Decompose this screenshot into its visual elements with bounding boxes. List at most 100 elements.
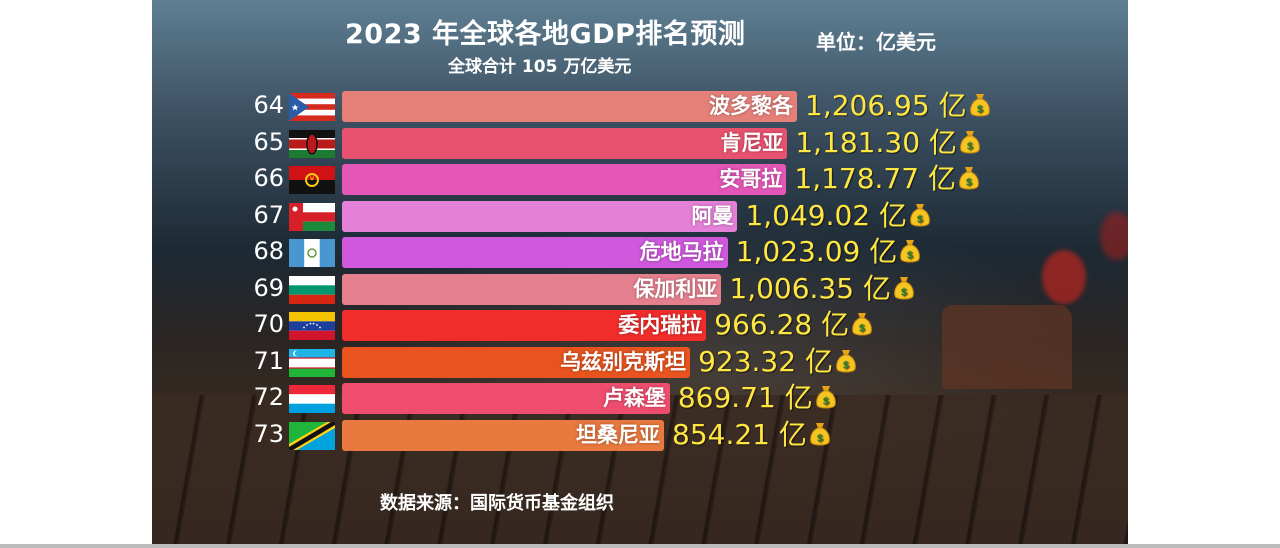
value-suffix: 亿 xyxy=(812,308,850,341)
value-label: 923.32 亿 $ xyxy=(698,344,857,378)
svg-text:$: $ xyxy=(822,396,829,407)
category-label: 委内瑞拉 xyxy=(618,313,703,337)
wood-floor-background xyxy=(152,395,1128,548)
rank-label: 69 xyxy=(253,273,284,302)
rank-label: 72 xyxy=(253,383,284,411)
svg-text:$: $ xyxy=(965,177,972,188)
value-label: 966.28 亿 $ xyxy=(714,309,873,341)
value-number: 1,206.95 xyxy=(805,89,930,122)
svg-text:$: $ xyxy=(816,433,823,444)
rank-label: 66 xyxy=(253,164,284,192)
background-light xyxy=(1100,212,1128,260)
category-label: 安哥拉 xyxy=(719,167,783,191)
money-bag-icon: $ xyxy=(835,347,857,375)
bar: 保加利亚 xyxy=(342,273,722,305)
value-suffix: 亿 xyxy=(929,89,967,122)
angola-flag-icon xyxy=(289,166,335,194)
category-label: 乌兹别克斯坦 xyxy=(560,349,687,374)
value-number: 1,006.35 xyxy=(729,271,855,305)
value-suffix: 亿 xyxy=(860,235,898,268)
svg-text:$: $ xyxy=(842,360,849,371)
bar: 肯尼亚 xyxy=(342,127,788,159)
chart-title: 2023 年全球各地GDP排名预测 xyxy=(345,19,746,50)
venezuela-flag-icon xyxy=(289,312,335,340)
category-label: 卢森堡 xyxy=(602,386,666,410)
value-number: 1,049.02 xyxy=(745,198,871,232)
value-label: 1,006.35 亿 $ xyxy=(729,271,915,305)
bar: 卢森堡 xyxy=(342,383,670,414)
value-label: 1,023.09 亿 $ xyxy=(736,236,922,268)
rank-label: 68 xyxy=(253,237,284,265)
bar: 阿曼 xyxy=(342,200,738,232)
rank-label: 65 xyxy=(253,127,284,156)
rank-label: 73 xyxy=(253,419,284,448)
tanzania-flag-icon xyxy=(289,421,335,450)
money-bag-icon: $ xyxy=(969,91,991,119)
money-bag-icon: $ xyxy=(815,383,837,411)
category-label: 波多黎各 xyxy=(709,94,793,118)
chart-subtitle: 全球合计 105 万亿美元 xyxy=(448,57,632,77)
oman-flag-icon xyxy=(289,202,335,231)
value-number: 966.28 xyxy=(714,308,813,341)
bar: 安哥拉 xyxy=(342,164,787,195)
svg-text:$: $ xyxy=(976,104,983,115)
value-suffix: 亿 xyxy=(854,271,891,305)
value-number: 923.32 xyxy=(698,344,797,378)
bar: 乌兹别克斯坦 xyxy=(342,346,691,378)
rank-label: 67 xyxy=(253,200,284,229)
value-number: 1,023.09 xyxy=(735,235,861,268)
chart-frame: 2023 年全球各地GDP排名预测 单位：亿美元 全球合计 105 万亿美元 6… xyxy=(152,0,1128,548)
background-rock xyxy=(942,305,1072,389)
svg-text:$: $ xyxy=(966,141,973,152)
rank-label: 71 xyxy=(253,346,284,375)
money-bag-icon: $ xyxy=(909,201,931,229)
kenya-flag-icon xyxy=(289,129,335,158)
svg-text:$: $ xyxy=(859,323,866,334)
value-number: 854.21 xyxy=(672,417,770,451)
value-suffix: 亿 xyxy=(919,162,956,195)
bar: 委内瑞拉 xyxy=(342,310,707,341)
value-suffix: 亿 xyxy=(870,198,908,232)
money-bag-icon: $ xyxy=(959,128,981,156)
bar: 坦桑尼亚 xyxy=(342,419,665,451)
value-suffix: 亿 xyxy=(796,344,833,378)
value-number: 1,178.77 xyxy=(794,162,920,195)
value-number: 869.71 xyxy=(677,381,776,414)
money-bag-icon: $ xyxy=(893,274,915,302)
guatemala-flag-icon xyxy=(289,239,335,267)
svg-text:$: $ xyxy=(917,214,924,225)
value-label: 1,178.77 亿 $ xyxy=(794,163,980,195)
money-bag-icon: $ xyxy=(899,237,921,265)
money-bag-icon: $ xyxy=(851,310,873,338)
progress-track xyxy=(0,544,1280,548)
value-label: 1,206.95 亿 $ xyxy=(805,90,991,122)
money-bag-icon: $ xyxy=(809,420,831,448)
rank-label: 64 xyxy=(253,91,284,119)
background-light xyxy=(1042,250,1086,304)
category-label: 危地马拉 xyxy=(639,240,724,264)
unit-label: 单位：亿美元 xyxy=(816,30,936,54)
data-source: 数据来源：国际货币基金组织 xyxy=(380,493,614,514)
value-number: 1,181.30 xyxy=(795,125,921,159)
value-label: 869.71 亿 $ xyxy=(678,382,837,414)
value-suffix: 亿 xyxy=(775,381,813,414)
value-suffix: 亿 xyxy=(770,417,807,451)
bar: 危地马拉 xyxy=(342,237,728,268)
value-suffix: 亿 xyxy=(920,125,957,159)
luxembourg-flag-icon xyxy=(289,385,335,413)
category-label: 保加利亚 xyxy=(633,276,718,301)
category-label: 肯尼亚 xyxy=(720,130,784,155)
bulgaria-flag-icon xyxy=(289,275,335,304)
value-label: 1,181.30 亿 $ xyxy=(795,125,981,159)
category-label: 阿曼 xyxy=(691,203,734,228)
value-label: 854.21 亿 $ xyxy=(672,417,831,451)
svg-text:$: $ xyxy=(907,250,914,261)
rank-label: 70 xyxy=(253,310,284,338)
value-label: 1,049.02 亿 $ xyxy=(745,198,931,232)
money-bag-icon: $ xyxy=(958,164,980,192)
uzbekistan-flag-icon xyxy=(289,348,335,377)
puerto-rico-flag-icon xyxy=(289,93,335,121)
bar: 波多黎各 xyxy=(342,91,797,122)
svg-text:$: $ xyxy=(900,287,907,298)
category-label: 坦桑尼亚 xyxy=(576,422,661,447)
